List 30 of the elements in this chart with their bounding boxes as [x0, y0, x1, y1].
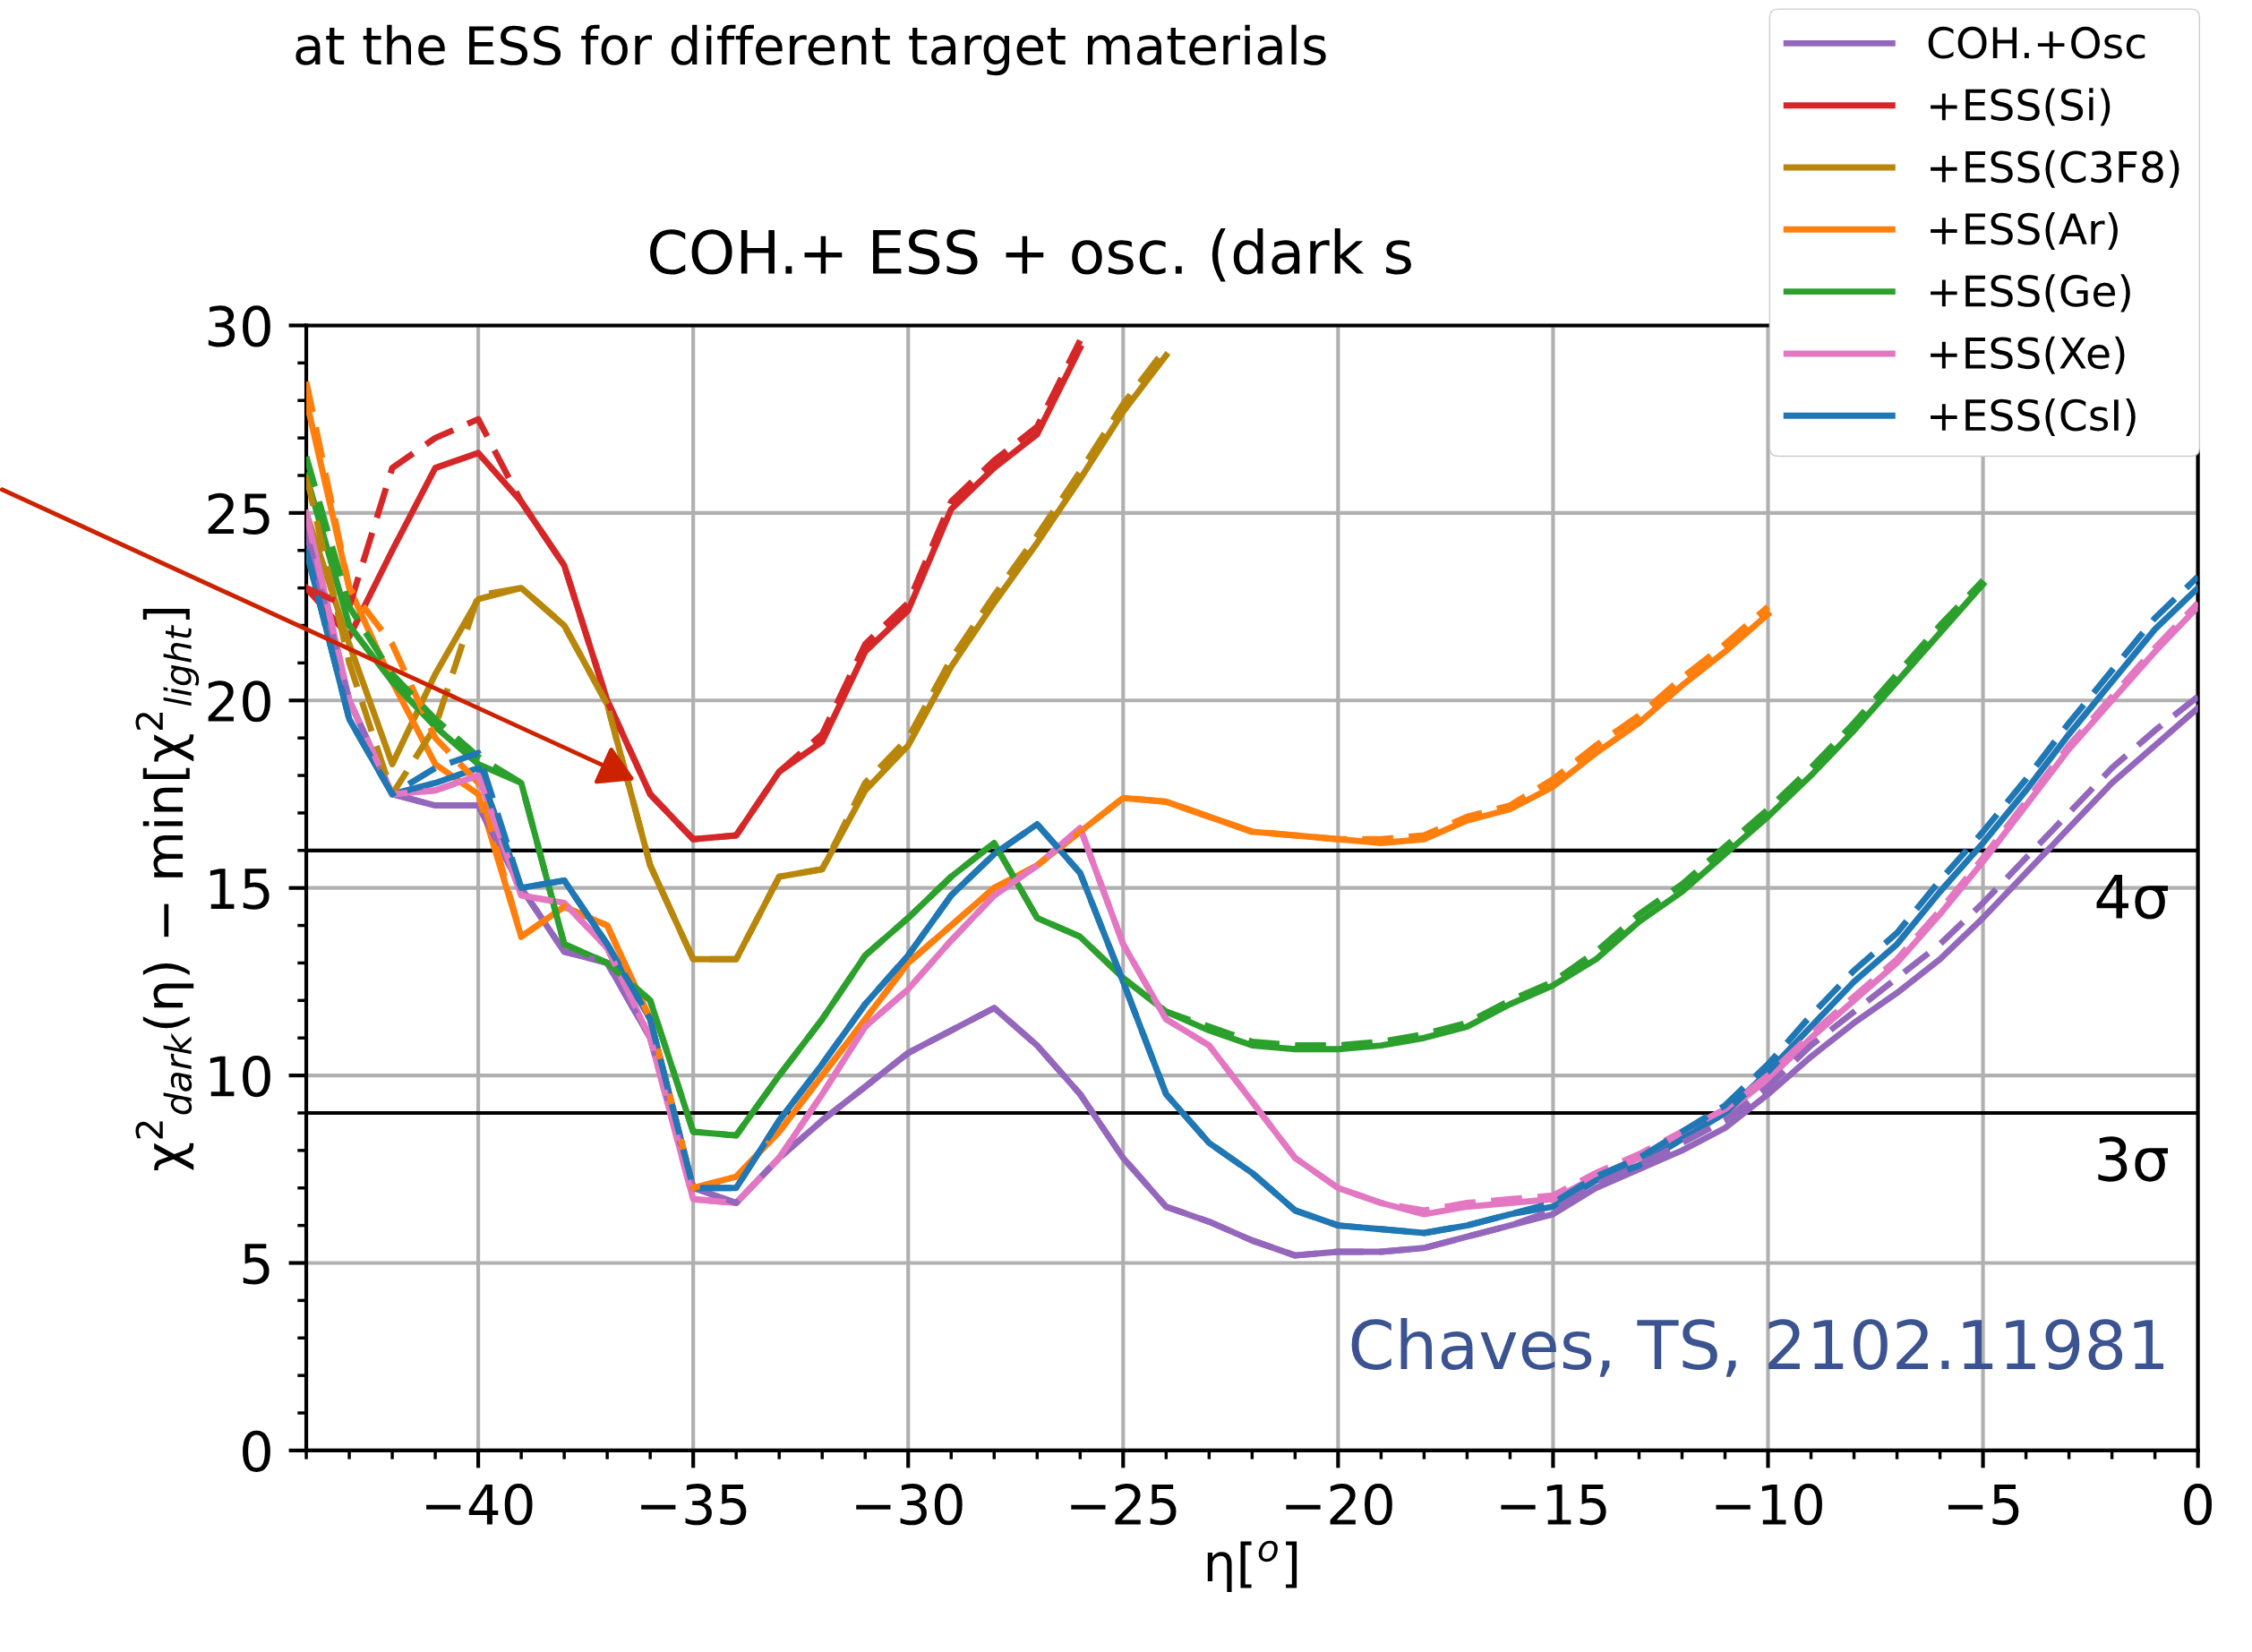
- ref-line-label: 3σ: [2098, 1136, 2168, 1182]
- chart-title: COH.+ ESS + osc. (dark s: [650, 227, 1411, 282]
- y-tick-label: 25: [208, 492, 270, 535]
- x-tick-label: −15: [1501, 1484, 1606, 1526]
- x-tick-label: 0: [2184, 1484, 2213, 1526]
- legend-label: +ESS(CsI): [1931, 398, 2136, 437]
- y-tick-label: 10: [210, 1055, 270, 1098]
- x-tick-label: −30: [856, 1484, 963, 1526]
- legend-label: +ESS(Ar): [1931, 212, 2118, 251]
- y-tick-label: 30: [208, 305, 270, 347]
- legend-label: +ESS(Xe): [1931, 336, 2125, 374]
- x-tick-label: −40: [426, 1484, 533, 1526]
- x-axis-title: η[$^{o}$]: [1207, 1540, 1297, 1593]
- y-tick-label: 15: [210, 869, 270, 910]
- text: at the ESS for different target materials: [295, 24, 1326, 76]
- annotation: Chaves, TS, 2102.11981: [1351, 1317, 2164, 1377]
- y-axis-title: χ$^{2}$$_{dark}$(η) − min[χ$^{2}$$_{light}$]: [135, 608, 200, 1171]
- x-tick-label: −5: [1948, 1484, 2019, 1526]
- legend-label: +ESS(Ge): [1931, 274, 2130, 312]
- ref-line-label: 4σ: [2096, 874, 2168, 920]
- y-tick-label: 20: [208, 680, 270, 723]
- legend-label: +ESS(C3F8): [1931, 150, 2179, 188]
- legend-label: COH.+Osc: [1928, 26, 2145, 59]
- x-tick-label: −25: [1071, 1484, 1177, 1526]
- y-tick-label: 0: [243, 1430, 270, 1472]
- x-tick-label: −35: [641, 1484, 747, 1526]
- x-tick-label: −10: [1716, 1484, 1822, 1526]
- x-tick-label: −20: [1286, 1484, 1392, 1526]
- y-tick-label: 5: [243, 1244, 270, 1285]
- legend-label: +ESS(Si): [1931, 88, 2111, 126]
